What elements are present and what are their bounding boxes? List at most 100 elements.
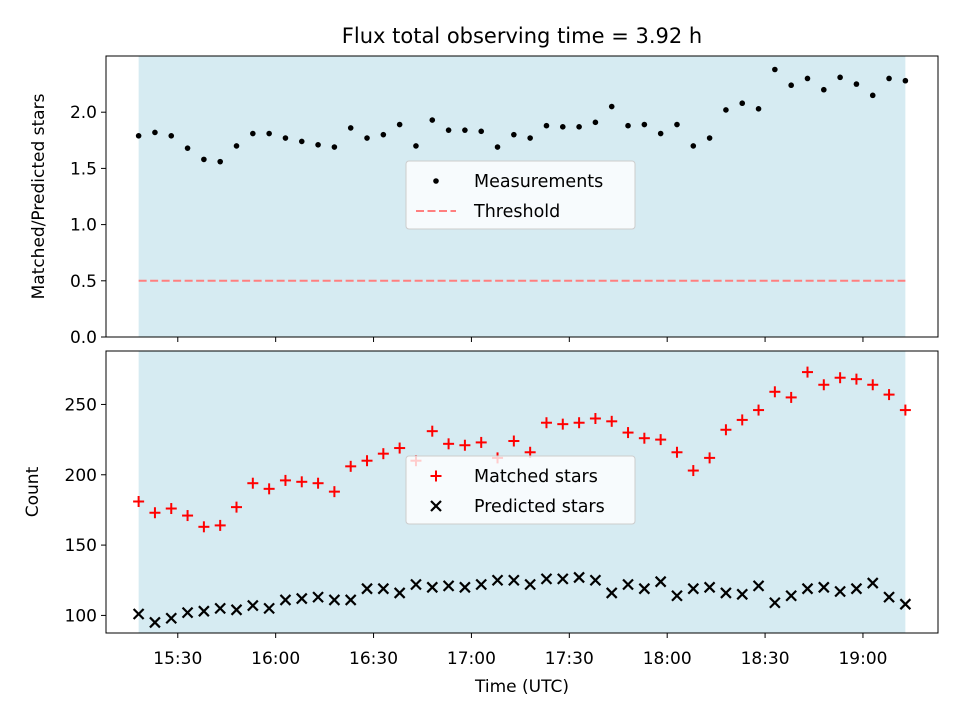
count-points [132, 366, 912, 629]
matched-star-point [557, 418, 569, 430]
chart-title: Flux total observing time = 3.92 h [342, 24, 702, 48]
matched-star-point [377, 448, 389, 460]
predicted-star-point [524, 578, 536, 591]
measurement-point [755, 106, 762, 112]
predicted-star-point [818, 581, 830, 594]
matched-star-point [296, 476, 308, 488]
measurement-point [739, 100, 746, 107]
measurement-point [331, 144, 338, 150]
matched-star-point [214, 519, 226, 531]
predicted-star-point [785, 589, 797, 602]
matched-star-point [606, 415, 618, 427]
time-x-axis: 15:30 16:00 16:30 17:00 17:30 18:00 18:30 19:00 [153, 633, 887, 669]
legend-box [405, 160, 636, 230]
legend-label: Threshold [473, 202, 560, 222]
measurement-point [233, 143, 240, 149]
measurement-point [152, 129, 158, 136]
matched-star-point [818, 379, 830, 391]
matched-star-point [720, 424, 732, 436]
x-tick-label: 17:30 [545, 649, 594, 669]
matched-star-point [443, 438, 455, 450]
y-tick-label: 0.0 [70, 328, 97, 348]
count-panel: 100 150 200 250 15:30 16:00 16:30 17:00 17:30 18… [23, 350, 939, 697]
x-tick-label: 19:00 [838, 649, 887, 669]
predicted-star-point [165, 612, 178, 625]
x-axis-label: Time (UTC) [474, 677, 569, 697]
predicted-star-point [540, 573, 553, 585]
measurement-point [315, 141, 321, 148]
ratio-y-axis-label: Matched/Predicted stars [29, 93, 49, 299]
measurement-point [445, 127, 452, 133]
predicted-star-point [850, 582, 863, 595]
measurement-point [168, 133, 175, 139]
ratio-y-axis: 0.0 0.5 1.0 1.5 2.0 [70, 103, 106, 348]
predicted-star-point [703, 581, 716, 594]
measurement-point [298, 138, 305, 145]
predicted-star-point [279, 594, 292, 606]
matched-star-point [279, 474, 291, 486]
x-tick-label: 17:00 [447, 649, 496, 669]
matched-star-point [638, 432, 650, 444]
measurement-point [641, 121, 648, 128]
predicted-star-point [834, 585, 846, 598]
predicted-star-point [866, 577, 879, 589]
measurement-point [592, 119, 599, 126]
measurement-point [413, 143, 419, 149]
predicted-star-point [247, 599, 259, 612]
count-y-axis-label: Count [23, 466, 43, 517]
predicted-star-point [377, 582, 390, 595]
measurement-point [282, 135, 289, 141]
predicted-star-point [638, 582, 651, 595]
matched-star-point [165, 503, 177, 515]
y-tick-label: 250 [65, 395, 97, 415]
predicted-star-point [736, 588, 749, 601]
y-tick-label: 2.0 [70, 103, 97, 123]
measurement-point [772, 66, 778, 73]
predicted-star-point [295, 592, 308, 605]
matched-star-point [622, 427, 634, 439]
measurement-point [837, 74, 843, 81]
predicted-star-point [883, 591, 895, 603]
matched-star-point [736, 414, 748, 426]
x-tick-label: 18:30 [741, 649, 790, 669]
predicted-star-point [605, 587, 618, 599]
measurement-point [380, 131, 387, 138]
predicted-star-point [230, 604, 243, 616]
matched-star-point [508, 435, 520, 447]
x-tick-label: 16:30 [349, 649, 398, 669]
predicted-star-point [214, 602, 226, 615]
predicted-star-point [720, 587, 732, 599]
predicted-star-point [410, 578, 422, 591]
measurement-point [201, 156, 207, 163]
predicted-star-point [752, 580, 765, 592]
matched-star-point [263, 483, 275, 495]
matched-star-point [899, 404, 911, 416]
predicted-star-point [181, 606, 194, 619]
predicted-star-point [573, 571, 585, 584]
predicted-star-point [442, 580, 455, 592]
ratio-panel-frame [105, 55, 939, 338]
measurement-point [364, 135, 370, 141]
measurement-point [250, 130, 256, 137]
matched-star-point [247, 477, 259, 489]
measurement-points [135, 66, 909, 165]
matched-star-point [704, 452, 716, 464]
x-tick-label: 16:00 [251, 649, 300, 669]
matched-star-point [182, 510, 194, 522]
predicted-star-point [312, 591, 324, 603]
measurement-point [543, 122, 550, 129]
matched-star-point [753, 404, 765, 416]
count-legend: Matched stars Predicted stars [405, 455, 636, 525]
matched-star-point [345, 460, 357, 472]
predicted-star-point [622, 578, 634, 591]
measurement-point [559, 124, 566, 130]
matched-star-point [133, 495, 145, 507]
predicted-star-point [589, 574, 602, 587]
y-tick-label: 200 [65, 466, 97, 486]
predicted-star-point [769, 596, 781, 609]
measurement-point [674, 121, 680, 128]
measurement-point [266, 130, 272, 137]
predicted-star-point [654, 575, 667, 588]
y-tick-label: 1.0 [70, 216, 97, 236]
